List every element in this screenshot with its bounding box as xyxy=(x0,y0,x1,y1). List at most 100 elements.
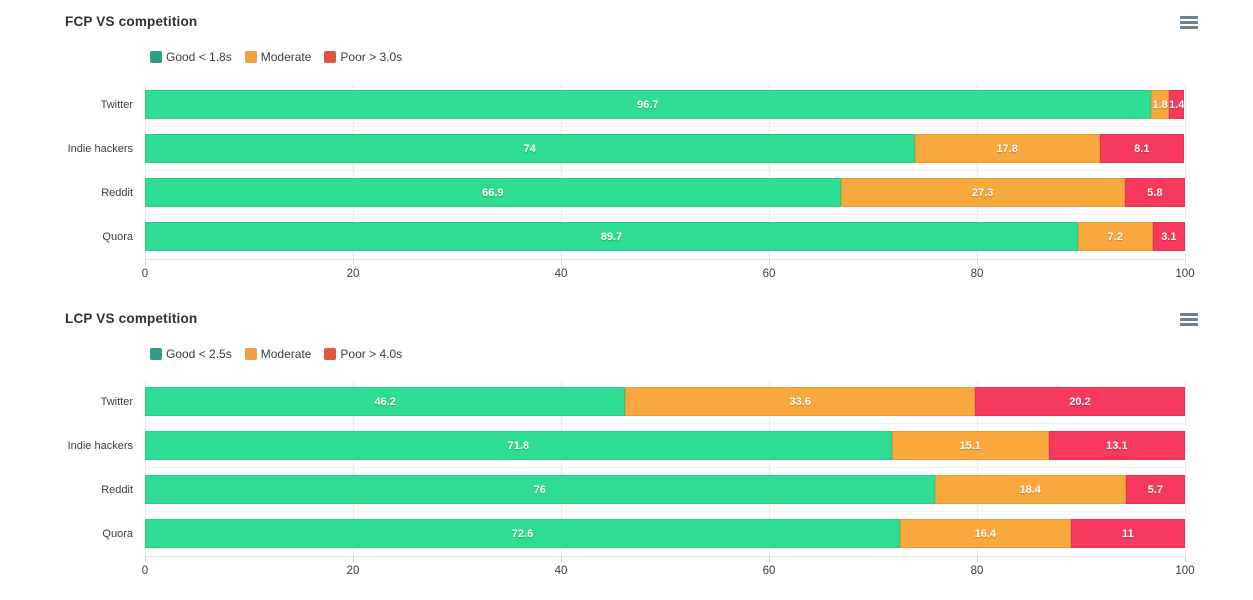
axis-tick xyxy=(353,556,354,562)
bar-segment-poor-3-0s[interactable]: 3.1 xyxy=(1152,222,1185,251)
axis-tick-label: 100 xyxy=(1175,268,1195,280)
bar-value-label: 16.4 xyxy=(974,527,997,540)
legend-item-good-2-5s[interactable]: Good < 2.5s xyxy=(150,347,232,361)
bar-segment-good-2-5s[interactable]: 72.6 xyxy=(145,519,901,548)
bar-value-label: 8.1 xyxy=(1134,142,1150,155)
bar-value-label: 17.8 xyxy=(996,142,1018,155)
axis-tick-label: 100 xyxy=(1175,565,1195,577)
bar-value-label: 13.1 xyxy=(1106,439,1128,452)
stacked-bar: 74 17.8 8.1 xyxy=(145,134,1185,163)
legend-label: Poor > 3.0s xyxy=(340,50,403,64)
gridline xyxy=(977,380,978,556)
bar-row-indie-hackers: 71.8 15.1 13.1 xyxy=(145,424,1185,468)
legend-marker-icon xyxy=(150,348,162,360)
bar-segment-moderate[interactable]: 18.4 xyxy=(934,475,1126,504)
stacked-bar: 66.9 27.3 5.8 xyxy=(145,178,1185,207)
legend-item-moderate[interactable]: Moderate xyxy=(244,50,311,64)
bar-segment-poor-3-0s[interactable]: 8.1 xyxy=(1099,134,1184,163)
bar-segment-moderate[interactable]: 1.8 xyxy=(1150,90,1170,119)
bar-segment-poor-3-0s[interactable]: 5.8 xyxy=(1124,178,1185,207)
bar-value-label: 18.4 xyxy=(1019,483,1041,496)
gridline xyxy=(1185,83,1186,259)
bar-value-label: 33.6 xyxy=(789,395,811,408)
bar-segment-poor-4-0s[interactable]: 13.1 xyxy=(1048,431,1185,460)
bar-segment-good-2-5s[interactable]: 46.2 xyxy=(145,387,626,416)
x-axis: 0 20 40 60 80 100 xyxy=(141,259,1195,289)
bar-value-label: 5.7 xyxy=(1147,483,1164,496)
legend-marker-icon xyxy=(324,51,337,63)
bar-value-label: 71.8 xyxy=(507,439,530,452)
axis-tick xyxy=(977,556,978,562)
legend: Good < 1.8s Moderate Poor > 3.0s xyxy=(150,50,415,64)
bar-segment-moderate[interactable]: 33.6 xyxy=(625,387,975,416)
gridline xyxy=(769,83,770,259)
legend-item-poor-3-0s[interactable]: Poor > 3.0s xyxy=(324,50,402,64)
bar-segment-poor-4-0s[interactable]: 20.2 xyxy=(974,387,1185,416)
legend-marker-icon xyxy=(324,348,337,360)
legend-label: Good < 2.5s xyxy=(166,347,232,361)
legend-marker-icon xyxy=(150,51,162,63)
bar-segment-poor-4-0s[interactable]: 5.7 xyxy=(1125,475,1185,504)
bar-value-label: 15.1 xyxy=(959,439,981,452)
gridline xyxy=(561,83,562,259)
category-labels: Twitter Indie hackers Reddit Quora xyxy=(0,380,133,556)
bar-segment-moderate[interactable]: 27.3 xyxy=(840,178,1125,207)
fcp-chart: FCP VS competition Good < 1.8s Moderate Po… xyxy=(0,0,1253,297)
axis-tick-label: 0 xyxy=(141,565,149,577)
bar-segment-good-1-8s[interactable]: 66.9 xyxy=(145,178,841,207)
plot-area: 46.2 33.6 20.2 71.8 15.1 13.1 76 18.4 5.7 72.6 16.… xyxy=(145,380,1186,557)
bar-value-label: 3.1 xyxy=(1161,230,1177,243)
stacked-bar: 96.7 1.8 1.4 xyxy=(145,90,1185,119)
gridline xyxy=(145,380,146,556)
bar-segment-good-1-8s[interactable]: 96.7 xyxy=(145,90,1151,119)
gridline xyxy=(977,83,978,259)
legend-marker-icon xyxy=(244,51,257,63)
legend-marker-icon xyxy=(244,348,257,360)
bar-value-label: 76 xyxy=(533,483,546,496)
bar-segment-moderate[interactable]: 17.8 xyxy=(914,134,1100,163)
axis-tick-label: 80 xyxy=(970,565,984,577)
bar-value-label: 27.3 xyxy=(971,186,994,199)
bar-segment-good-2-5s[interactable]: 76 xyxy=(145,475,935,504)
category-label-indie-hackers: Indie hackers xyxy=(67,143,133,155)
stacked-bar: 89.7 7.2 3.1 xyxy=(145,222,1185,251)
category-label-reddit: Reddit xyxy=(101,187,133,199)
legend-label: Good < 1.8s xyxy=(166,50,232,64)
hamburger-menu-icon xyxy=(1180,312,1198,326)
bar-value-label: 7.2 xyxy=(1107,230,1123,243)
bar-segment-good-1-8s[interactable]: 89.7 xyxy=(145,222,1078,251)
axis-tick xyxy=(769,556,770,562)
gridlines xyxy=(145,83,1186,259)
legend-item-moderate[interactable]: Moderate xyxy=(244,347,311,361)
bar-value-label: 96.7 xyxy=(637,98,659,111)
bar-value-label: 74 xyxy=(523,142,536,155)
axis-tick-label: 40 xyxy=(554,268,568,280)
chart-menu-button[interactable] xyxy=(1177,309,1201,329)
legend-item-good-1-8s[interactable]: Good < 1.8s xyxy=(150,50,232,64)
axis-tick xyxy=(145,556,146,562)
stacked-bar: 72.6 16.4 11 xyxy=(145,519,1185,548)
chart-menu-button[interactable] xyxy=(1177,12,1201,32)
axis-tick-label: 20 xyxy=(346,565,360,577)
bar-segment-poor-3-0s[interactable]: 1.4 xyxy=(1169,90,1184,119)
bar-segment-moderate[interactable]: 15.1 xyxy=(891,431,1049,460)
legend-label: Poor > 4.0s xyxy=(340,347,403,361)
category-label-twitter: Twitter xyxy=(100,396,133,408)
axis-tick-label: 60 xyxy=(762,565,776,577)
category-labels: Twitter Indie hackers Reddit Quora xyxy=(0,83,133,259)
hamburger-menu-icon xyxy=(1180,15,1198,29)
axis-tick-label: 0 xyxy=(141,268,149,280)
axis-tick xyxy=(1185,259,1186,265)
stacked-bar: 46.2 33.6 20.2 xyxy=(145,387,1185,416)
bar-row-twitter: 46.2 33.6 20.2 xyxy=(145,380,1185,424)
bar-segment-good-2-5s[interactable]: 71.8 xyxy=(145,431,892,460)
bar-segment-poor-4-0s[interactable]: 11 xyxy=(1070,519,1185,548)
category-label-indie-hackers: Indie hackers xyxy=(67,440,133,452)
bar-segment-moderate[interactable]: 16.4 xyxy=(900,519,1071,548)
bar-segment-moderate[interactable]: 7.2 xyxy=(1077,222,1153,251)
bar-segment-good-1-8s[interactable]: 74 xyxy=(145,134,915,163)
legend-item-poor-4-0s[interactable]: Poor > 4.0s xyxy=(324,347,402,361)
bar-value-label: 1.8 xyxy=(1152,98,1168,111)
bar-row-quora: 89.7 7.2 3.1 xyxy=(145,215,1185,259)
bar-value-label: 5.8 xyxy=(1147,186,1163,199)
